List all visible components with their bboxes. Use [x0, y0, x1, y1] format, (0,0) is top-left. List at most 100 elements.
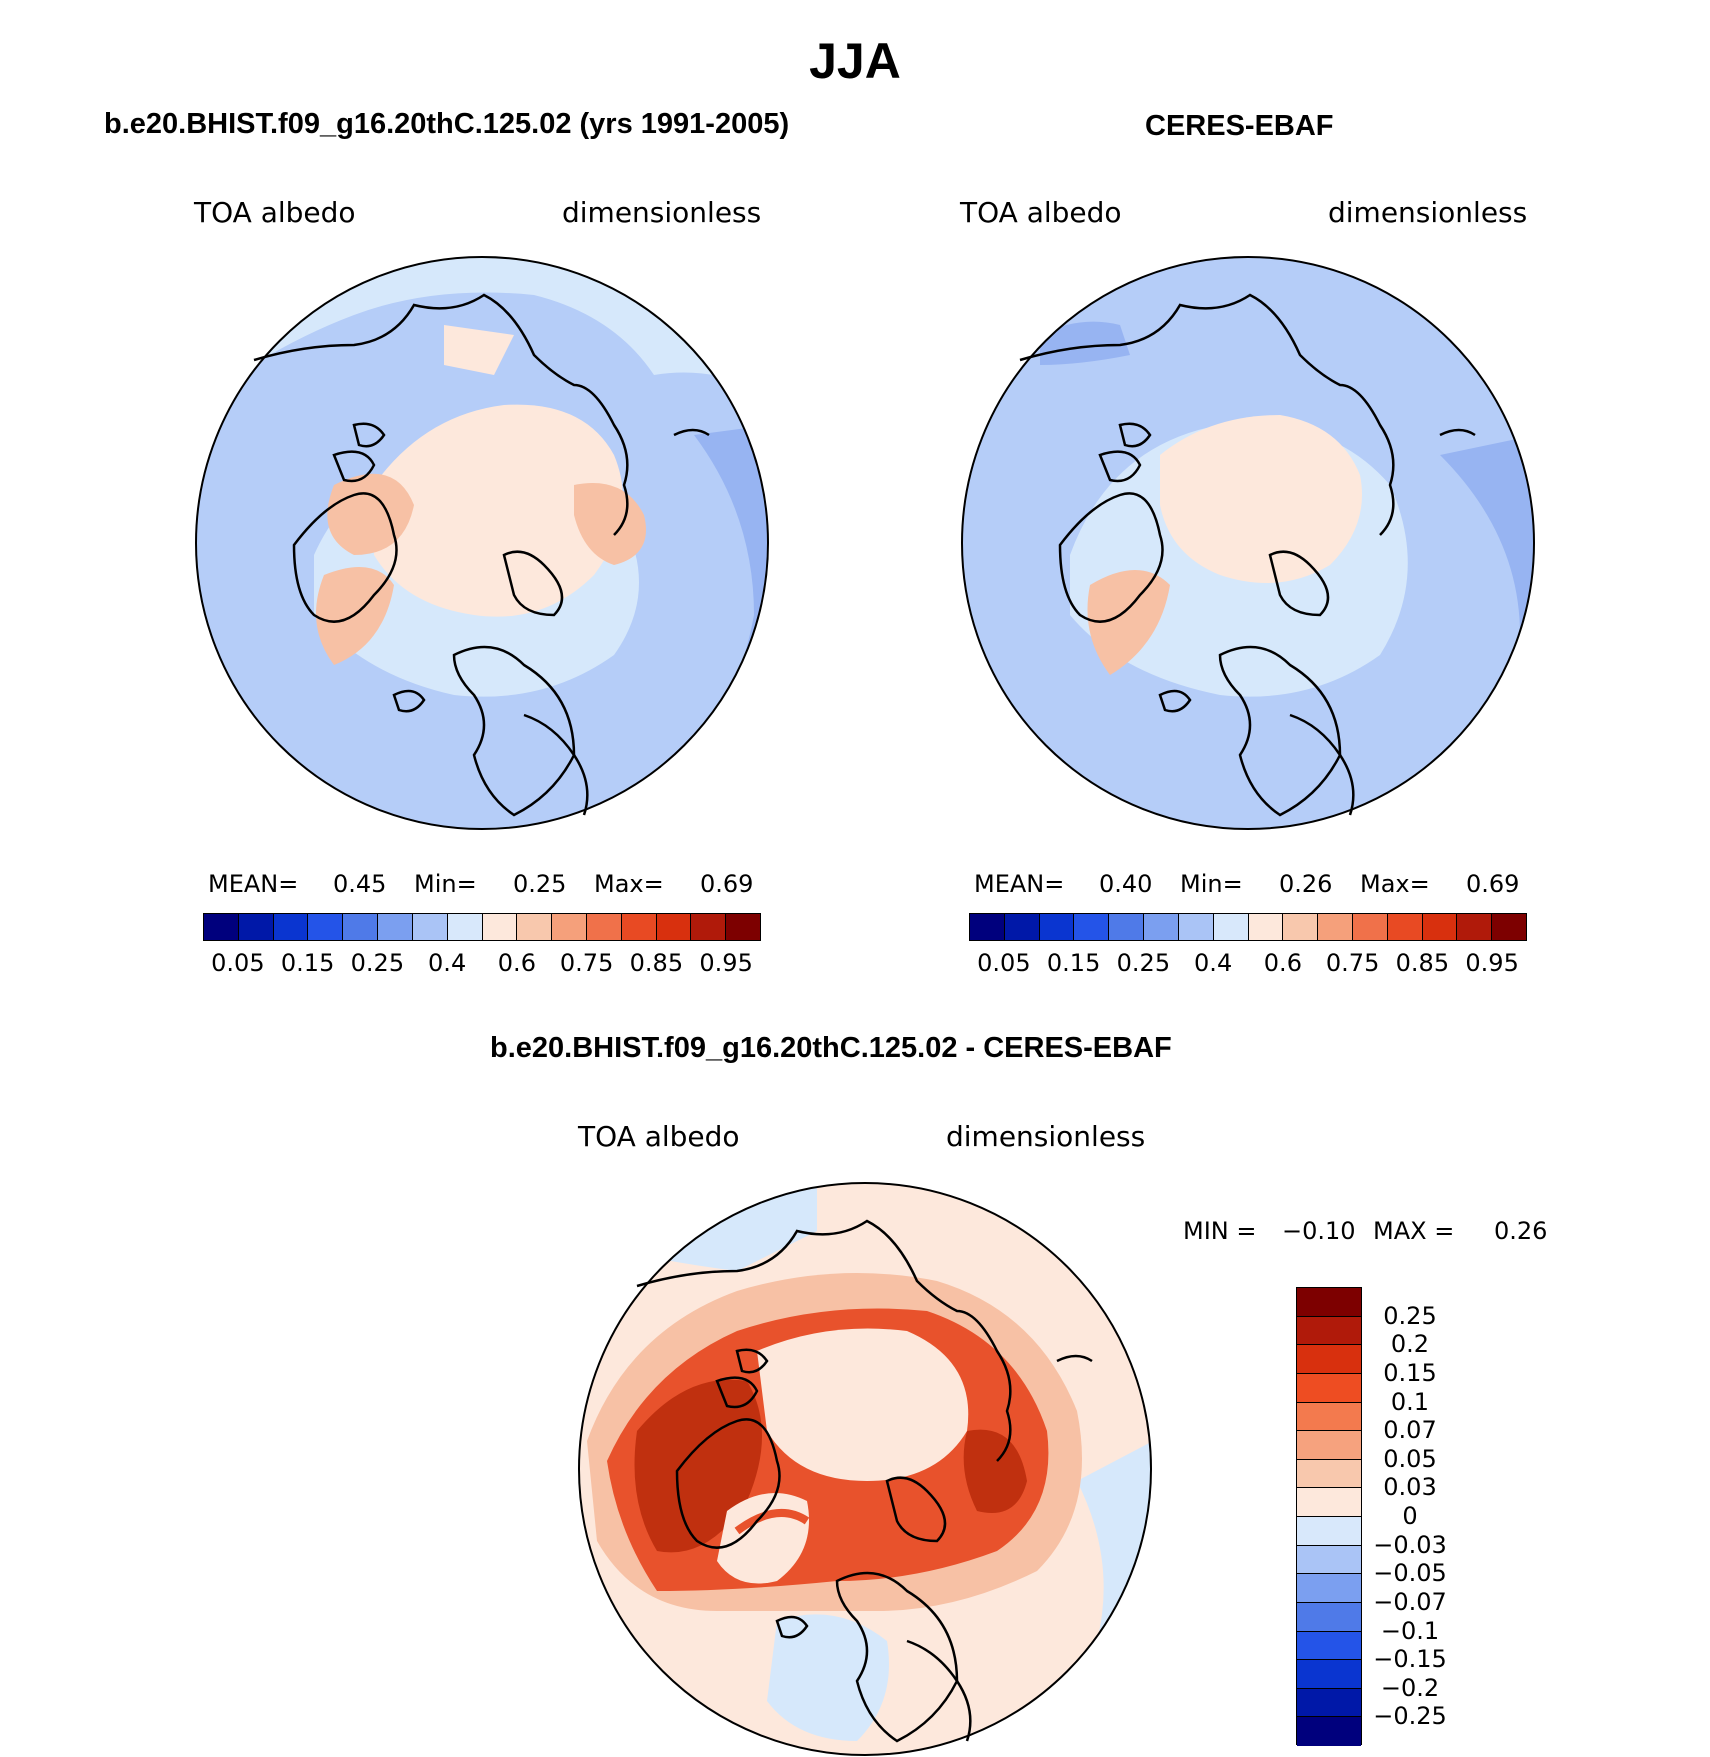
min-label-model: Min= — [414, 870, 477, 898]
colorbar-swatch — [238, 914, 274, 940]
diff-max-label: MAX = — [1373, 1217, 1455, 1245]
polar-map-obs — [961, 256, 1535, 830]
units-label-obs: dimensionless — [1328, 196, 1528, 229]
colorbar-swatch — [1297, 1459, 1361, 1489]
colorbar-swatch — [1297, 1545, 1361, 1575]
mean-label-model: MEAN= — [208, 870, 299, 898]
colorbar-tick-label: 0.1 — [1390, 1387, 1430, 1416]
colorbar-swatch — [1004, 914, 1040, 940]
colorbar-swatch — [552, 914, 587, 940]
colorbar-swatch — [1297, 1431, 1361, 1460]
colorbar-swatch — [1297, 1631, 1361, 1661]
colorbar-swatch — [1297, 1288, 1361, 1317]
coastlines — [253, 293, 710, 817]
colorbar-swatch — [1297, 1373, 1361, 1403]
colorbar-tick-label: −0.03 — [1373, 1530, 1447, 1559]
field-greenland-salmon — [316, 567, 394, 665]
colorbar-tick-label: 0.05 — [1383, 1444, 1437, 1473]
coastlines — [1019, 293, 1476, 817]
colorbar-swatch — [273, 914, 309, 940]
colorbar-tick-label: 0.15 — [1046, 949, 1101, 977]
colorbar-swatch — [691, 914, 727, 940]
colorbar-tick-label: 0.6 — [1263, 949, 1302, 977]
map-border — [961, 256, 1535, 830]
colorbar-swatch — [1297, 1717, 1361, 1746]
colorbar-tick-label: −0.25 — [1373, 1702, 1447, 1731]
colorbar-tick-label: 0.15 — [1383, 1358, 1437, 1387]
colorbar-swatch — [586, 914, 622, 940]
colorbar-tick-label: 0.25 — [350, 949, 405, 977]
min-value-model: 0.25 — [513, 870, 567, 898]
field-alaska-peach — [444, 325, 514, 375]
field-ice-peach — [1160, 415, 1362, 583]
max-label-model: Max= — [594, 870, 664, 898]
polar-map-diff — [578, 1182, 1152, 1756]
figure-title: JJA — [809, 33, 901, 89]
colorbar-tick-label: 0.25 — [1383, 1301, 1437, 1330]
colorbar-tick-label: −0.1 — [1380, 1616, 1440, 1645]
colorbar-diff — [1296, 1287, 1362, 1746]
max-value-obs: 0.69 — [1466, 870, 1520, 898]
min-value-obs: 0.26 — [1279, 870, 1333, 898]
min-label-obs: Min= — [1180, 870, 1243, 898]
colorbar-tick-label: 0.75 — [559, 949, 614, 977]
panel-title-model: b.e20.BHIST.f09_g16.20thC.125.02 (yrs 19… — [104, 108, 790, 140]
polar-map-model — [195, 256, 769, 830]
colorbar-swatch — [656, 914, 692, 940]
colorbar-tick-label: 0.03 — [1383, 1473, 1437, 1502]
field-greenland-streak — [734, 1509, 810, 1535]
mean-label-obs: MEAN= — [974, 870, 1065, 898]
colorbar-swatch — [378, 914, 413, 940]
panel-title-diff: b.e20.BHIST.f09_g16.20thC.125.02 - CERES… — [490, 1032, 1172, 1064]
colorbar-tick-label: −0.15 — [1373, 1645, 1447, 1674]
max-value-model: 0.69 — [700, 870, 754, 898]
colorbar-tick-label: 0.6 — [497, 949, 536, 977]
colorbar-swatch — [204, 914, 239, 940]
colorbar-swatch — [1297, 1688, 1361, 1718]
colorbar-tick-label: 0.07 — [1383, 1416, 1437, 1445]
colorbar-swatch — [1297, 1602, 1361, 1632]
colorbar-swatch — [517, 914, 553, 940]
colorbar-tick-label: 0.05 — [977, 949, 1031, 977]
colorbar-swatch — [1297, 1517, 1361, 1546]
field-ice-peach — [374, 404, 623, 617]
coastlines — [636, 1219, 1093, 1743]
colorbar-swatch — [343, 914, 379, 940]
field-asia-darkred — [963, 1429, 1027, 1513]
colorbar-swatch — [1318, 914, 1353, 940]
colorbar-tick-label: 0.15 — [280, 949, 335, 977]
colorbar-swatch — [1297, 1402, 1361, 1432]
colorbar-tick-label: 0.25 — [1116, 949, 1171, 977]
colorbar-tick-label: 0.05 — [211, 949, 265, 977]
units-label-diff: dimensionless — [946, 1120, 1146, 1153]
colorbar-swatch — [726, 914, 760, 940]
colorbar-swatch — [1297, 1660, 1361, 1689]
field-greenland-salmon — [1087, 570, 1170, 675]
colorbar-swatch — [308, 914, 344, 940]
colorbar-tick-label: 0.4 — [428, 949, 467, 977]
colorbar-tick-label: 0.95 — [699, 949, 753, 977]
diff-min-label: MIN = — [1183, 1217, 1257, 1245]
colorbar-swatch — [447, 914, 483, 940]
colorbar-swatch — [482, 914, 518, 940]
colorbar-swatch — [1297, 1345, 1361, 1374]
colorbar-tick-label: 0.75 — [1325, 949, 1380, 977]
mean-value-model: 0.45 — [333, 870, 387, 898]
colorbar-swatch — [1387, 914, 1423, 940]
colorbar-tick-label: −0.2 — [1380, 1673, 1440, 1702]
colorbar-tick-label: −0.07 — [1373, 1587, 1447, 1616]
colorbar-swatch — [1352, 914, 1388, 940]
field-archipelago-salmon — [327, 473, 414, 555]
variable-label-obs: TOA albedo — [960, 196, 1122, 229]
field-atlantic-light — [767, 1614, 889, 1741]
colorbar-swatch — [621, 914, 657, 940]
colorbar-swatch — [970, 914, 1005, 940]
colorbar-swatch — [1492, 914, 1526, 940]
colorbar-swatch — [1422, 914, 1458, 940]
mean-value-obs: 0.40 — [1099, 870, 1153, 898]
units-label-model: dimensionless — [562, 196, 762, 229]
field-north-blue — [1040, 321, 1130, 365]
colorbar-swatch — [1039, 914, 1075, 940]
colorbar-swatch — [1178, 914, 1214, 940]
field-ice-peach — [757, 1328, 969, 1481]
